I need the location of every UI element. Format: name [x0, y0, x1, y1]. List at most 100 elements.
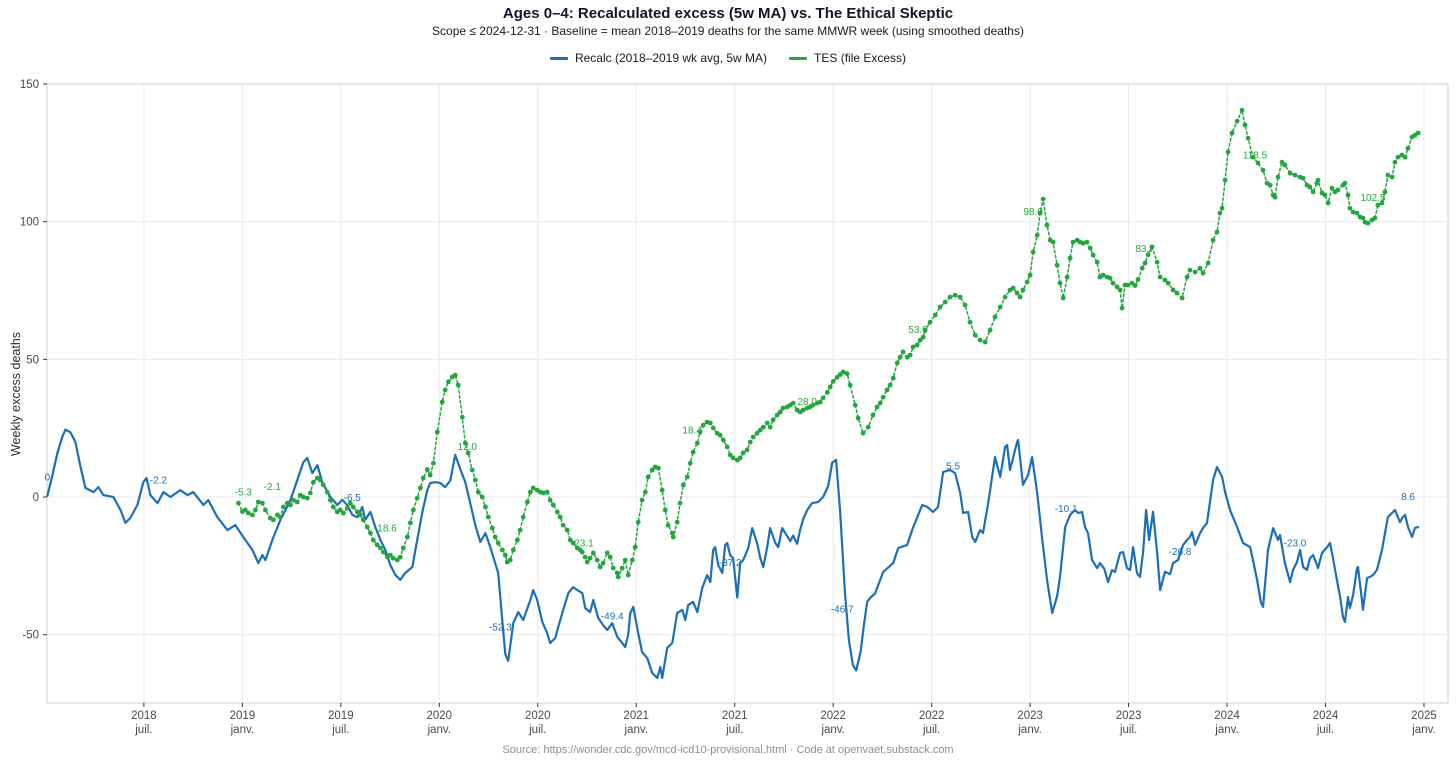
- tes-marker: [690, 449, 696, 455]
- tes-marker: [1389, 174, 1395, 180]
- tes-marker: [1365, 220, 1371, 226]
- tes-marker: [492, 534, 498, 540]
- tes-marker: [397, 554, 403, 560]
- tes-marker: [472, 477, 478, 483]
- tes-marker: [527, 489, 533, 495]
- tes-marker: [1114, 284, 1120, 290]
- tes-marker: [860, 430, 866, 436]
- tes-marker: [280, 504, 286, 510]
- tes-marker: [1210, 237, 1216, 243]
- tes-marker: [554, 509, 560, 515]
- tes-marker: [670, 534, 676, 540]
- tes-marker: [1170, 287, 1176, 293]
- series-annotation: -2.2: [150, 475, 168, 486]
- tes-marker: [263, 507, 268, 513]
- tes-marker: [400, 545, 406, 551]
- tes-marker: [368, 530, 373, 536]
- tes-marker: [694, 440, 700, 446]
- tes-marker: [1322, 192, 1328, 198]
- tes-marker: [544, 489, 550, 495]
- tes-marker: [530, 485, 536, 491]
- tes-marker: [1034, 232, 1040, 238]
- tes-marker: [1200, 270, 1206, 276]
- tes-marker: [260, 500, 265, 506]
- tes-marker: [897, 354, 903, 360]
- tes-marker: [540, 490, 546, 496]
- tes-marker: [877, 400, 883, 406]
- series-annotation: -2.1: [264, 482, 282, 493]
- tes-marker: [700, 422, 706, 428]
- tes-marker: [1375, 202, 1381, 208]
- series-annotation: -52.3: [489, 623, 512, 634]
- tes-marker: [584, 559, 590, 565]
- tes-marker: [754, 430, 760, 436]
- tes-marker: [1379, 200, 1385, 206]
- y-tick-label: 0: [33, 492, 39, 504]
- tes-marker: [465, 450, 471, 456]
- tes-marker: [655, 465, 661, 471]
- tes-marker: [590, 550, 596, 556]
- tes-marker: [1325, 200, 1331, 206]
- tes-marker: [1242, 122, 1248, 128]
- tes-marker: [452, 372, 458, 378]
- tes-marker: [431, 460, 436, 466]
- series-annotation: -10.1: [1055, 504, 1078, 515]
- x-tick-label: juil.: [1316, 724, 1334, 736]
- tes-marker: [770, 417, 776, 423]
- tes-marker: [827, 384, 833, 390]
- tes-marker: [1117, 287, 1123, 293]
- tes-marker: [855, 415, 861, 421]
- tes-marker: [1307, 184, 1313, 190]
- tes-marker: [622, 557, 628, 563]
- tes-marker: [1090, 252, 1096, 258]
- tes-marker: [1272, 194, 1278, 200]
- tes-marker: [1174, 290, 1180, 296]
- x-tick-label: janv.: [1017, 724, 1041, 736]
- tes-marker: [1267, 182, 1273, 188]
- tes-marker: [730, 455, 736, 461]
- plot-border: [46, 83, 1449, 704]
- tes-marker: [1234, 118, 1240, 124]
- tes-marker: [255, 499, 261, 505]
- tes-marker: [364, 524, 370, 530]
- tes-marker: [378, 545, 383, 551]
- tes-marker: [1402, 154, 1408, 160]
- tes-marker: [1060, 295, 1066, 301]
- tes-marker: [649, 467, 655, 473]
- tes-marker: [774, 412, 780, 418]
- tes-marker: [880, 394, 886, 400]
- x-tick-label: juil.: [528, 724, 546, 736]
- tes-marker: [922, 327, 928, 333]
- tes-marker: [697, 429, 703, 435]
- tes-marker: [1260, 167, 1266, 173]
- tes-marker: [1165, 280, 1171, 286]
- tes-marker: [767, 424, 773, 430]
- tes-marker: [1087, 245, 1093, 251]
- tes-marker: [1054, 262, 1060, 268]
- tes-marker: [887, 382, 893, 388]
- tes-marker: [642, 489, 648, 495]
- tes-marker: [884, 387, 890, 393]
- legend-item-tes: TES (file Excess): [789, 51, 906, 65]
- tes-marker: [1287, 170, 1293, 176]
- tes-marker: [405, 534, 410, 540]
- tes-marker: [1057, 280, 1063, 286]
- x-tick-label: juil.: [331, 724, 349, 736]
- tes-marker: [1017, 294, 1023, 300]
- y-tick-label: -50: [22, 630, 39, 642]
- tes-marker: [629, 557, 635, 563]
- tes-marker: [1014, 290, 1020, 296]
- tes-marker: [1184, 274, 1190, 280]
- tes-marker: [1229, 130, 1235, 136]
- tes-marker: [830, 379, 836, 384]
- tes-marker: [587, 555, 593, 561]
- y-tick-label: 150: [20, 79, 39, 91]
- tes-marker: [442, 387, 448, 393]
- tes-marker: [387, 552, 393, 558]
- tes-marker: [790, 400, 796, 406]
- tes-marker: [747, 439, 753, 445]
- tes-marker: [1392, 159, 1398, 165]
- tes-marker: [632, 544, 638, 550]
- tes-marker: [1162, 277, 1168, 283]
